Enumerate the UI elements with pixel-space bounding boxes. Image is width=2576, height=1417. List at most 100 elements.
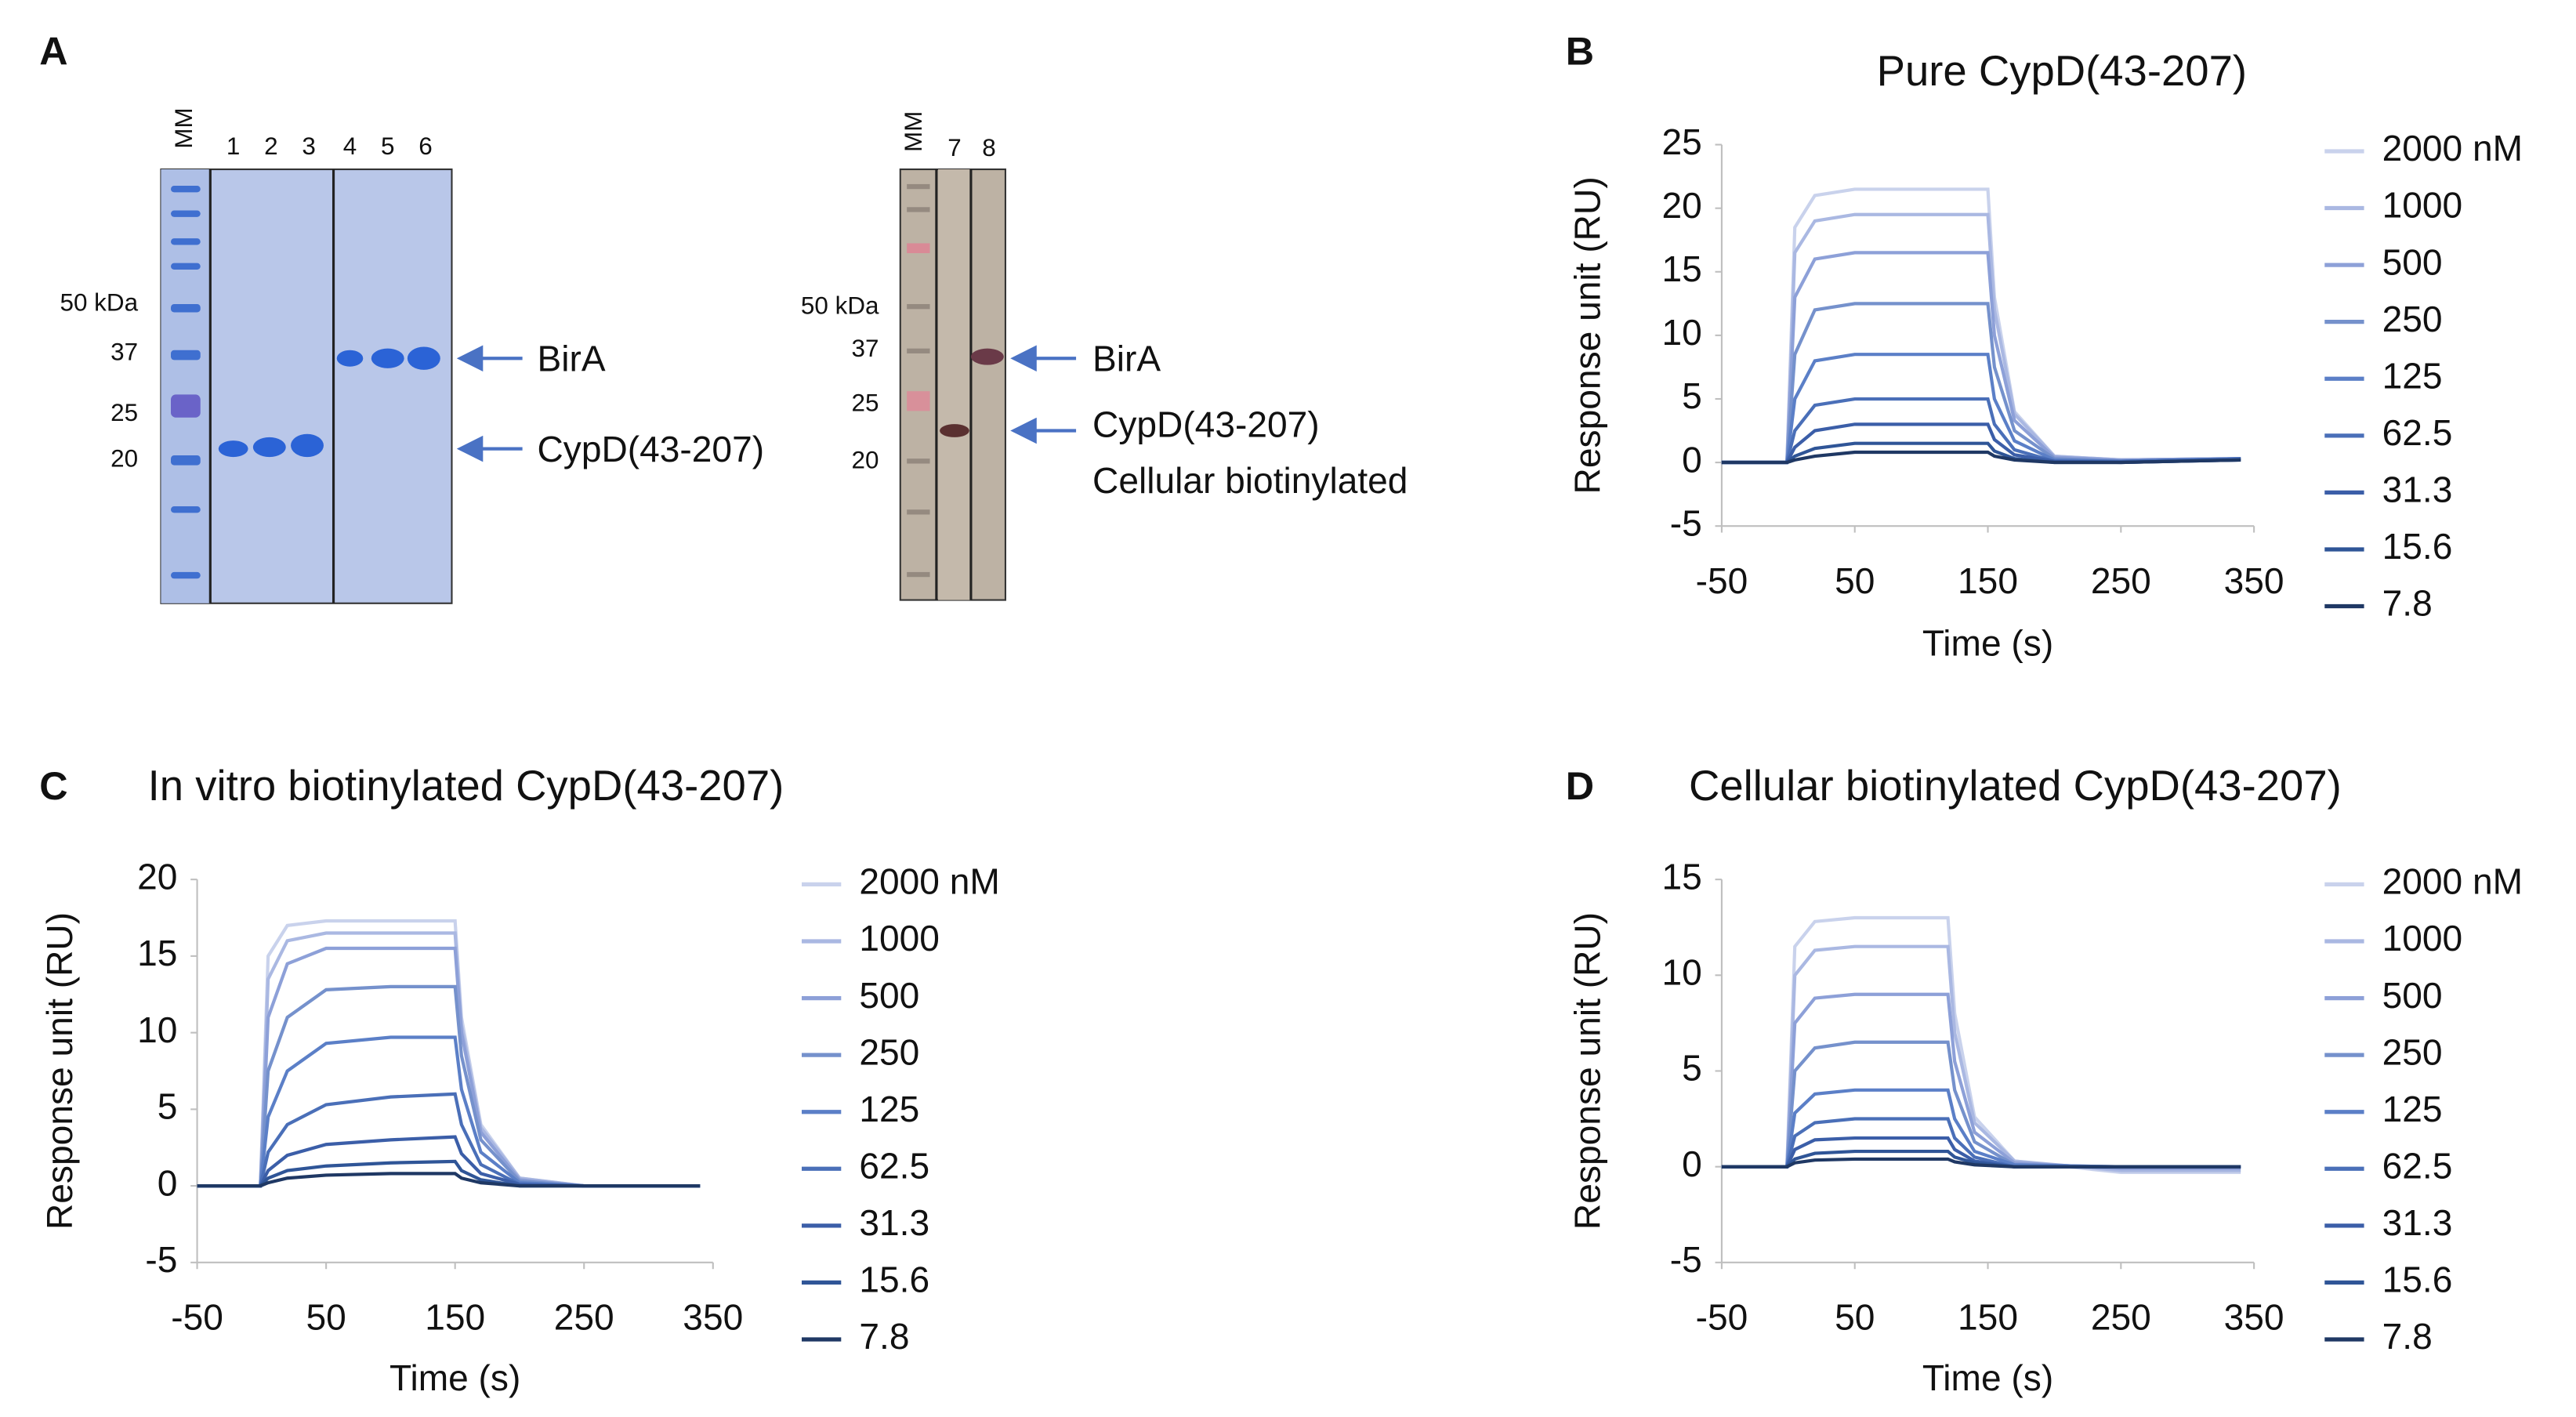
legend-label: 125	[859, 1089, 919, 1129]
series-line	[1721, 251, 2241, 465]
band	[940, 424, 969, 437]
legend-label: 31.3	[2382, 469, 2453, 510]
panel-label: D	[1566, 763, 1594, 808]
y-tick-label: 10	[137, 1009, 177, 1050]
x-tick-label: -50	[1696, 560, 1748, 601]
marker-label: 37	[852, 335, 879, 362]
chart-title: Pure CypD(43-207)	[1877, 47, 2247, 95]
band-label: CypD(43-207)	[1092, 404, 1320, 445]
legend-label: 2000 nM	[2382, 128, 2523, 169]
y-tick-label: 0	[1682, 1143, 1702, 1184]
lane	[937, 169, 971, 600]
legend-label: 500	[859, 975, 919, 1016]
y-axis-label: Response unit (RU)	[1567, 912, 1607, 1230]
legend-label: 31.3	[2382, 1202, 2453, 1243]
x-tick-label: 150	[1958, 1296, 2018, 1337]
legend-label: 62.5	[2382, 412, 2453, 453]
ladder	[171, 186, 201, 579]
lane-label: 2	[264, 132, 277, 160]
lane-label: MM	[900, 111, 927, 152]
legend-label: 250	[859, 1031, 919, 1072]
y-tick-label: 15	[1661, 856, 1701, 897]
y-tick-label: -5	[1670, 1239, 1702, 1280]
y-tick-label: 5	[1682, 1048, 1702, 1089]
chart-title: Cellular biotinylated CypD(43-207)	[1689, 762, 2342, 810]
y-tick-label: 10	[1661, 312, 1701, 353]
marker-label: 20	[111, 445, 138, 473]
marker-label: 50 kDa	[60, 288, 139, 316]
band-label: CypD(43-207)	[537, 429, 764, 469]
gel-1: MM 1 2 3 4 5 6 50 kDa 37 25 20 BirA CypD…	[60, 107, 764, 604]
x-tick-label: -50	[171, 1296, 223, 1337]
marker-label: 25	[852, 389, 879, 416]
lane-label: 3	[302, 132, 315, 160]
legend-label: 1000	[2382, 185, 2463, 226]
series-line	[1721, 450, 2241, 465]
y-tick-label: 10	[1661, 951, 1701, 992]
y-tick-label: -5	[145, 1239, 177, 1280]
legend-label: 250	[2382, 299, 2443, 339]
x-tick-label: 350	[2224, 1296, 2284, 1337]
y-tick-label: 0	[158, 1162, 178, 1203]
y-tick-label: 5	[1682, 375, 1702, 416]
band-label: BirA	[1092, 339, 1161, 379]
y-axis-label: Response unit (RU)	[1567, 176, 1607, 494]
series-line	[197, 1172, 701, 1188]
legend-label: 31.3	[859, 1202, 929, 1243]
ladder	[907, 183, 930, 578]
legend-label: 15.6	[2382, 1259, 2453, 1300]
x-tick-label: 50	[306, 1296, 346, 1337]
x-tick-label: 350	[683, 1296, 743, 1337]
legend-label: 15.6	[2382, 526, 2453, 567]
y-tick-label: 5	[158, 1086, 178, 1127]
legend-label: 125	[2382, 1089, 2443, 1129]
series-line	[197, 984, 701, 1188]
legend-label: 2000 nM	[2382, 861, 2523, 902]
marker-label: 37	[111, 338, 138, 365]
legend-label: 1000	[2382, 918, 2463, 959]
legend-label: 125	[2382, 355, 2443, 396]
x-tick-label: 50	[1835, 1296, 1875, 1337]
lane-label: 5	[381, 132, 394, 160]
y-tick-label: 0	[1682, 439, 1702, 480]
band-label: Cellular biotinylated	[1092, 460, 1408, 501]
panel-label: C	[39, 763, 67, 808]
x-tick-label: 250	[2091, 1296, 2151, 1337]
legend-label: 500	[2382, 241, 2443, 282]
lane-label: 4	[343, 132, 357, 160]
x-tick-label: 250	[554, 1296, 614, 1337]
lane-label: 1	[226, 132, 240, 160]
y-tick-label: 25	[1661, 121, 1701, 162]
series-line	[1721, 992, 2241, 1171]
x-tick-label: 150	[1958, 560, 2018, 601]
y-tick-label: 20	[137, 856, 177, 897]
lane-label: 7	[947, 134, 961, 161]
lane-label: 6	[418, 132, 432, 160]
x-tick-label: 150	[425, 1296, 485, 1337]
x-tick-label: 350	[2224, 560, 2284, 601]
series-line	[1721, 1157, 2241, 1169]
x-axis-label: Time (s)	[389, 1357, 520, 1398]
legend-label: 62.5	[859, 1145, 929, 1186]
legend-label: 62.5	[2382, 1145, 2453, 1186]
series-line	[1721, 353, 2241, 465]
y-tick-label: 20	[1661, 185, 1701, 226]
marker-label: 20	[852, 447, 879, 474]
series-line	[197, 946, 701, 1188]
y-tick-label: -5	[1670, 502, 1702, 543]
panel-label: B	[1566, 29, 1594, 74]
legend-label: 15.6	[859, 1259, 929, 1300]
series-line	[1721, 187, 2241, 465]
x-axis-label: Time (s)	[1922, 1357, 2053, 1398]
gel-2: MM 7 8 50 kDa 37 25 20 BirA CypD(43-207)…	[801, 111, 1408, 601]
panel-label: A	[39, 29, 67, 74]
legend-label: 7.8	[2382, 583, 2433, 624]
bands	[218, 346, 440, 458]
mm-lane	[161, 169, 211, 603]
legend-label: 7.8	[859, 1316, 909, 1357]
legend-label: 250	[2382, 1031, 2443, 1072]
band	[970, 348, 1004, 365]
lane-label: MM	[170, 107, 197, 148]
marker-label: 25	[111, 399, 138, 426]
